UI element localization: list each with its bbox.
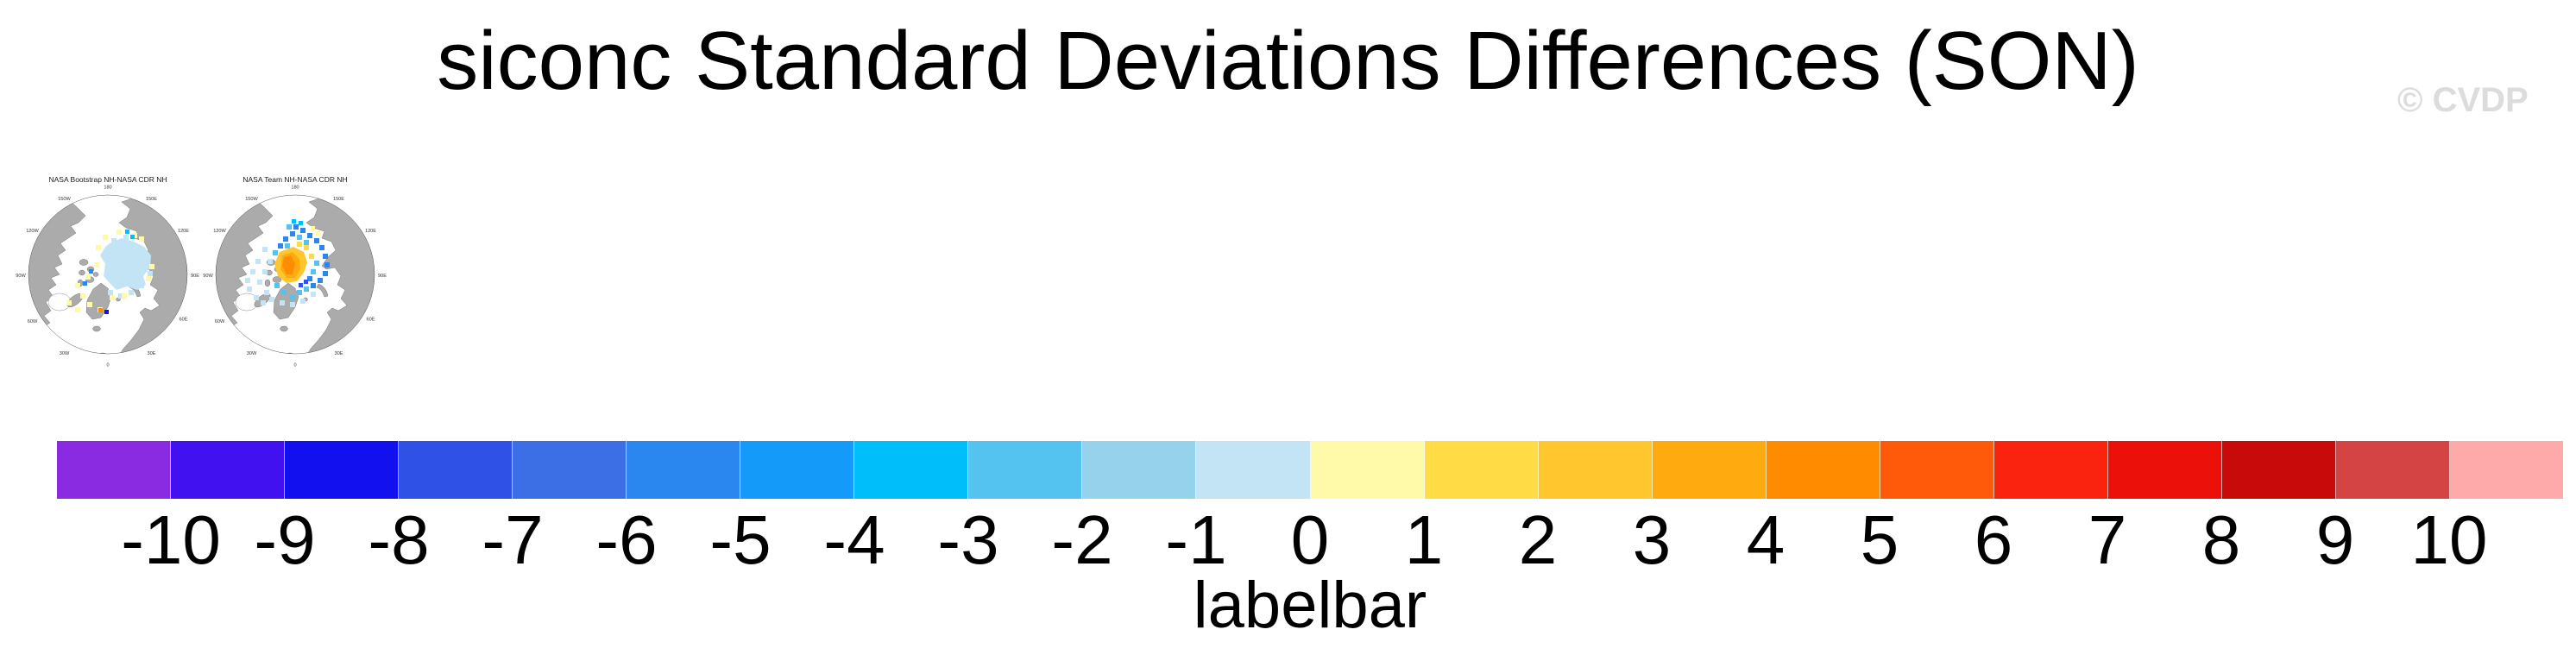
colorbar-segment: [399, 441, 513, 499]
colorbar-tick-label: -3: [937, 501, 999, 578]
compass-label: 120W: [26, 229, 39, 234]
polar-map-nasa-team: 180 150E 120E 90E 60E 30E 0 30W 60W 90W 120W 150W: [203, 186, 387, 368]
colorbar-segment: [1310, 441, 1425, 499]
colorbar-segment: [1424, 441, 1539, 499]
colorbar-tick-label: 1: [1404, 501, 1444, 578]
colorbar-segment: [2449, 441, 2564, 499]
compass-label: 150W: [58, 197, 71, 202]
colorbar-tick-label: -1: [1165, 501, 1227, 578]
colorbar-tick-label: -5: [709, 501, 772, 578]
compass-label: 180: [291, 186, 299, 191]
compass-label: 120W: [213, 229, 226, 234]
colorbar-tick-label: 9: [2315, 501, 2355, 578]
panel-title: NASA Bootstrap NH-NASA CDR NH: [48, 175, 167, 184]
compass-label: 150E: [146, 197, 157, 202]
colorbar-segment: [1652, 441, 1767, 499]
compass-label: 30E: [335, 351, 343, 356]
compass-label: 120E: [178, 229, 189, 234]
colorbar-swatches: [57, 441, 2564, 499]
colorbar-segment: [968, 441, 1083, 499]
colorbar-segment: [1196, 441, 1311, 499]
colorbar-segment: [854, 441, 969, 499]
colorbar-segment: [2107, 441, 2222, 499]
compass-label: 90W: [203, 274, 213, 279]
compass-label: 60E: [367, 318, 375, 323]
panel-nasa-bootstrap: NASA Bootstrap NH-NASA CDR NH: [9, 175, 207, 371]
compass-label: 120E: [365, 229, 376, 234]
compass-label: 150W: [245, 197, 258, 202]
compass-label: 0: [293, 363, 296, 368]
colorbar-segment: [513, 441, 627, 499]
colorbar-ticks: -10 -9 -8 -7 -6 -5 -4 -3 -2 -1 0 1 2 3 4 5 6 7 8 9 10: [57, 501, 2563, 578]
colorbar-tick-label: -8: [368, 501, 430, 578]
compass-label: 90E: [191, 274, 199, 279]
difference-cells: [245, 219, 330, 307]
colorbar-tick-label: -6: [595, 501, 658, 578]
colorbar-label: labelbar: [1193, 569, 1427, 642]
colorbar-tick-label: -4: [823, 501, 885, 578]
cvdp-watermark: © CVDP: [2397, 81, 2529, 119]
compass-label: 90E: [378, 274, 387, 279]
colorbar-tick-label: -9: [254, 501, 316, 578]
colorbar-segment: [1880, 441, 1994, 499]
colorbar-segment: [1082, 441, 1197, 499]
compass-label: 150E: [333, 197, 344, 202]
compass-label: 30W: [60, 351, 70, 356]
panel-title: NASA Team NH-NASA CDR NH: [242, 175, 348, 184]
colorbar-segment: [1993, 441, 2108, 499]
colorbar-segment: [2221, 441, 2336, 499]
globe-outline: [28, 194, 188, 355]
colorbar-segment: [2335, 441, 2450, 499]
compass-labels: 180 150E 120E 90E 60E 30E 0 30W 60W 90W 120W 150W: [203, 186, 387, 368]
compass-label: 60W: [28, 319, 38, 324]
compass-label: 90W: [16, 274, 26, 279]
colorbar-tick-label: 3: [1632, 501, 1672, 578]
colorbar-tick-label: 6: [1974, 501, 2013, 578]
colorbar-tick-label: -7: [482, 501, 544, 578]
compass-labels: 180 150E 120E 90E 60E 30E 0 30W 60W 90W 120W 150W: [16, 186, 199, 368]
colorbar-tick-label: -2: [1051, 501, 1113, 578]
colorbar: -10 -9 -8 -7 -6 -5 -4 -3 -2 -1 0 1 2 3 4 5 6 7 8 9 10 labelb…: [57, 441, 2564, 648]
figure-title: siconc Standard Deviations Differences (…: [437, 15, 2139, 107]
colorbar-tick-label: 10: [2410, 501, 2488, 578]
compass-label: 60W: [215, 319, 225, 324]
panel-nasa-team: NASA Team NH-NASA CDR NH: [196, 175, 394, 371]
compass-label: 180: [104, 186, 111, 191]
colorbar-tick-label: 2: [1518, 501, 1558, 578]
colorbar-segment: [1766, 441, 1880, 499]
colorbar-tick-label: -10: [121, 501, 221, 578]
colorbar-segment: [740, 441, 855, 499]
colorbar-tick-label: 0: [1290, 501, 1330, 578]
colorbar-segment: [57, 441, 172, 499]
globe-outline: [215, 194, 375, 355]
colorbar-segment: [627, 441, 741, 499]
colorbar-tick-label: 8: [2201, 501, 2241, 578]
colorbar-tick-label: 5: [1860, 501, 1899, 578]
difference-cells: [66, 230, 154, 314]
polar-map-nasa-bootstrap: 180 150E 120E 90E 60E 30E 0 30W 60W 90W 120W 150W: [16, 186, 199, 368]
colorbar-segment: [171, 441, 286, 499]
colorbar-tick-label: 4: [1746, 501, 1786, 578]
compass-label: 0: [106, 363, 109, 368]
compass-label: 30W: [247, 351, 257, 356]
compass-label: 60E: [180, 318, 188, 323]
colorbar-segment: [1538, 441, 1653, 499]
colorbar-segment: [285, 441, 400, 499]
compass-label: 30E: [148, 351, 156, 356]
colorbar-tick-label: 7: [2088, 501, 2127, 578]
